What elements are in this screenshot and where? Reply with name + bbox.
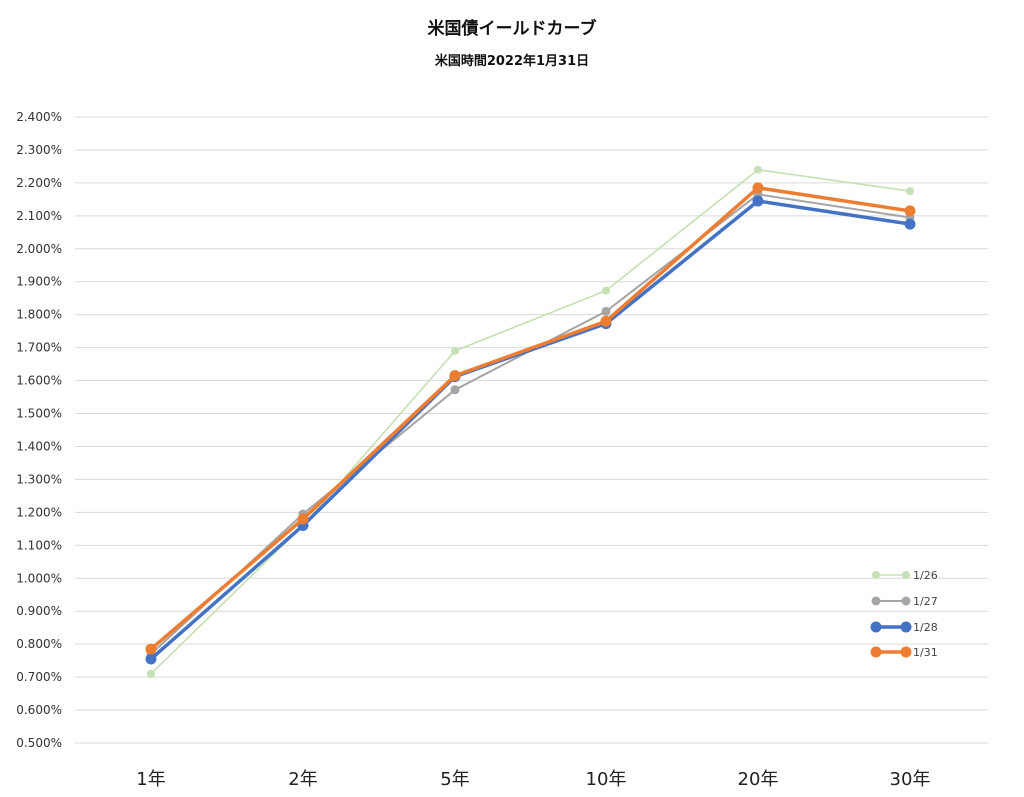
data-point bbox=[145, 643, 157, 655]
x-tick-label: 1年 bbox=[136, 769, 165, 790]
legend-marker bbox=[870, 621, 882, 633]
y-tick-label: 1.500% bbox=[16, 407, 62, 421]
legend-label: 1/26 bbox=[913, 569, 938, 582]
x-tick-label: 30年 bbox=[890, 769, 931, 790]
y-tick-label: 1.800% bbox=[16, 308, 62, 322]
legend-marker bbox=[902, 571, 910, 579]
data-point bbox=[450, 385, 460, 395]
chart-title: 米国債イールドカーブ bbox=[427, 19, 597, 39]
y-tick-label: 1.200% bbox=[16, 505, 62, 519]
legend-item-1-31: 1/31 bbox=[870, 646, 938, 659]
y-tick-label: 1.000% bbox=[16, 571, 62, 585]
legend-marker bbox=[871, 596, 881, 606]
series-1-26 bbox=[147, 165, 914, 678]
gridlines bbox=[75, 116, 988, 744]
y-tick-label: 0.800% bbox=[16, 637, 62, 651]
series-lines bbox=[145, 165, 916, 678]
data-point bbox=[601, 306, 611, 316]
data-point bbox=[752, 182, 764, 194]
legend-marker bbox=[901, 596, 911, 606]
y-tick-label: 2.400% bbox=[16, 110, 62, 124]
data-point bbox=[145, 653, 157, 665]
series-line bbox=[150, 193, 911, 655]
data-point bbox=[904, 205, 916, 217]
x-axis-ticks: 1年 2年 5年 10年 20年 30年 bbox=[136, 769, 930, 790]
y-tick-label: 0.900% bbox=[16, 604, 62, 618]
data-point bbox=[906, 187, 914, 196]
y-tick-label: 2.100% bbox=[16, 209, 62, 223]
y-tick-label: 1.900% bbox=[16, 275, 62, 289]
series-1-27 bbox=[146, 189, 915, 659]
y-tick-label: 1.100% bbox=[16, 538, 62, 552]
x-tick-label: 5年 bbox=[440, 769, 469, 790]
y-tick-label: 1.600% bbox=[16, 374, 62, 388]
data-point bbox=[752, 195, 764, 207]
legend-item-1-27: 1/27 bbox=[871, 595, 938, 608]
legend-label: 1/28 bbox=[913, 621, 938, 634]
series-line bbox=[150, 168, 911, 675]
y-tick-label: 2.000% bbox=[16, 242, 62, 256]
y-tick-label: 1.700% bbox=[16, 341, 62, 355]
y-tick-label: 2.300% bbox=[16, 143, 62, 157]
y-tick-label: 0.600% bbox=[16, 703, 62, 717]
data-point bbox=[600, 315, 612, 327]
y-tick-label: 1.300% bbox=[16, 472, 62, 486]
legend-label: 1/31 bbox=[913, 646, 938, 659]
x-tick-label: 2年 bbox=[288, 769, 317, 790]
legend-marker bbox=[870, 646, 882, 658]
x-tick-label: 10年 bbox=[586, 769, 627, 790]
data-point bbox=[297, 513, 309, 525]
series-1-31 bbox=[145, 182, 916, 655]
legend-item-1-26: 1/26 bbox=[872, 569, 938, 582]
data-point bbox=[904, 218, 916, 230]
y-axis-ticks: 2.400% 2.300% 2.200% 2.100% 2.000% 1.900% 1.80… bbox=[16, 110, 62, 750]
legend-marker bbox=[900, 621, 912, 633]
legend: 1/26 1/27 1/28 1/31 bbox=[870, 569, 938, 659]
data-point bbox=[754, 165, 762, 174]
data-point bbox=[449, 370, 461, 382]
data-point bbox=[602, 286, 610, 295]
x-tick-label: 20年 bbox=[738, 769, 779, 790]
chart-subtitle: 米国時間2022年1月31日 bbox=[434, 54, 590, 69]
legend-item-1-28: 1/28 bbox=[870, 621, 938, 634]
legend-label: 1/27 bbox=[913, 595, 938, 608]
y-tick-label: 0.700% bbox=[16, 670, 62, 684]
legend-marker bbox=[900, 646, 912, 658]
y-tick-label: 2.200% bbox=[16, 176, 62, 190]
y-tick-label: 1.400% bbox=[16, 439, 62, 453]
data-point bbox=[147, 669, 155, 678]
legend-marker bbox=[872, 571, 880, 579]
series-line bbox=[149, 186, 911, 651]
data-point bbox=[451, 346, 459, 355]
series-line bbox=[149, 199, 911, 661]
y-tick-label: 0.500% bbox=[16, 736, 62, 750]
series-1-28 bbox=[145, 195, 916, 665]
